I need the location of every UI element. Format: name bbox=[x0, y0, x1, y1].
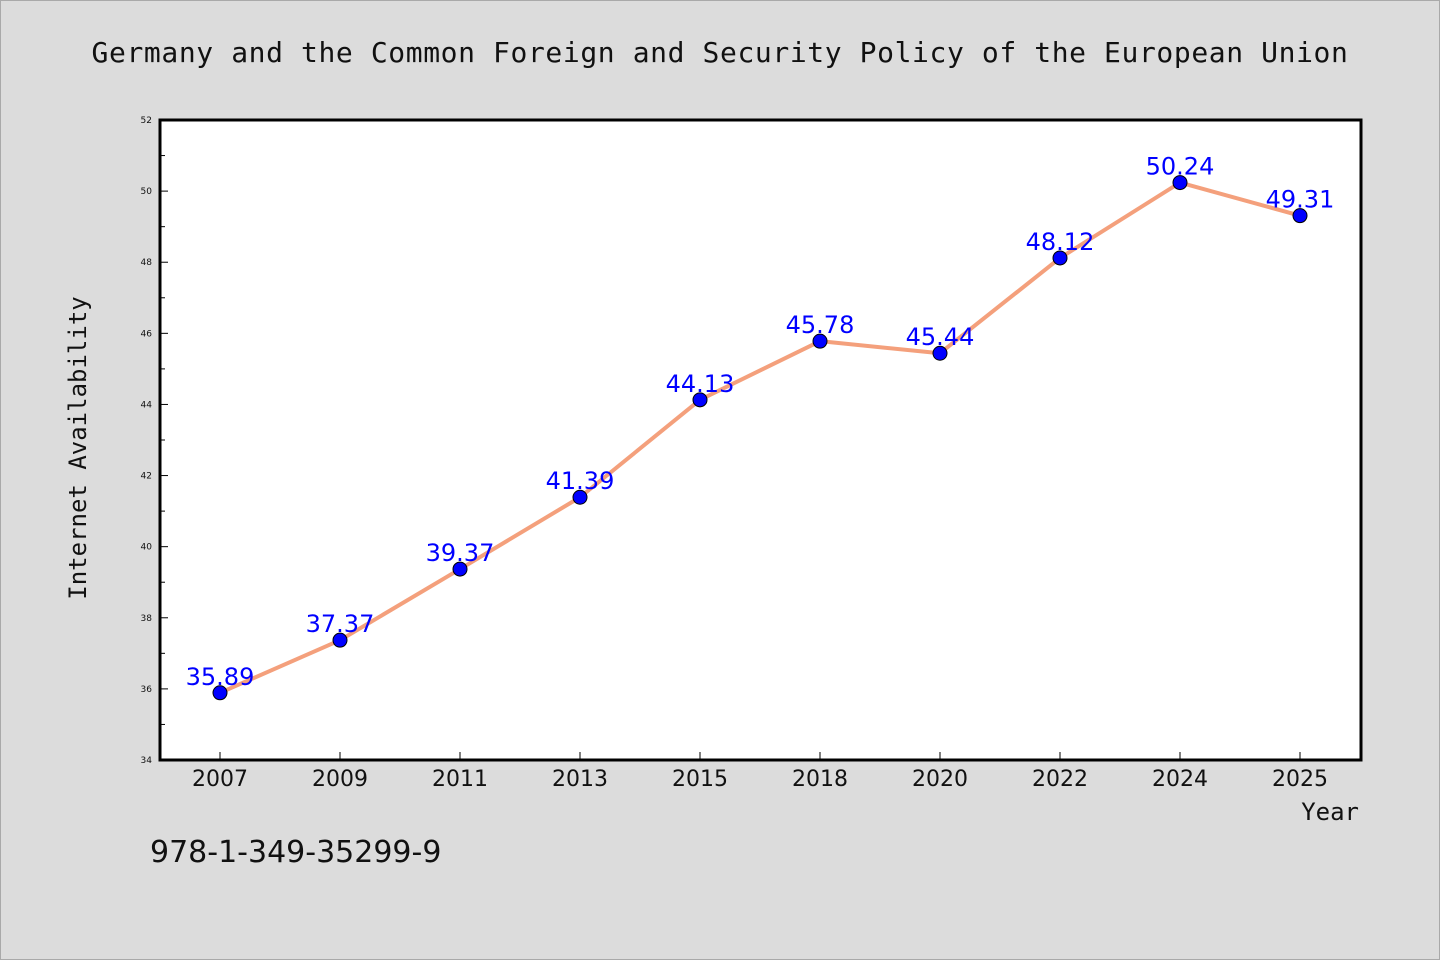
y-tick-label: 52 bbox=[141, 116, 152, 126]
data-label: 35.89 bbox=[186, 663, 255, 691]
x-tick-label: 2011 bbox=[432, 767, 488, 792]
x-tick-label: 2007 bbox=[192, 767, 248, 792]
x-tick-label: 2015 bbox=[672, 767, 728, 792]
data-point-marker bbox=[1292, 208, 1308, 224]
data-label: 37.37 bbox=[306, 610, 375, 638]
data-point-marker bbox=[212, 685, 228, 701]
data-point-marker bbox=[452, 561, 468, 577]
data-label: 44.13 bbox=[666, 370, 735, 398]
y-tick-label: 36 bbox=[141, 685, 153, 695]
data-point-marker bbox=[1172, 175, 1188, 191]
y-tick-label: 50 bbox=[141, 187, 153, 197]
data-label: 39.37 bbox=[426, 539, 495, 567]
footer-code: 978-1-349-35299-9 bbox=[150, 835, 442, 870]
data-point-marker bbox=[1052, 250, 1068, 266]
x-tick-label: 2018 bbox=[792, 767, 848, 792]
data-label: 45.44 bbox=[906, 323, 975, 351]
data-point-marker bbox=[572, 489, 588, 505]
y-tick-label: 46 bbox=[141, 329, 153, 339]
plot-area bbox=[158, 118, 1363, 762]
data-label: 41.39 bbox=[546, 467, 615, 495]
data-point-marker bbox=[692, 392, 708, 408]
x-tick-label: 2009 bbox=[312, 767, 368, 792]
series-line bbox=[218, 180, 1302, 695]
x-tick-label: 2013 bbox=[552, 767, 608, 792]
series-group: 35.89 37.37 39.37 41.39 44.13 45.78 45.44 48.12… bbox=[186, 153, 1335, 701]
data-point-marker bbox=[332, 632, 348, 648]
x-axis-label: Year bbox=[1301, 798, 1359, 826]
x-tick-label: 2020 bbox=[912, 767, 968, 792]
data-label: 45.78 bbox=[786, 311, 855, 339]
x-tick-label: 2022 bbox=[1032, 767, 1088, 792]
y-tick-label: 44 bbox=[141, 400, 153, 410]
y-tick-label: 40 bbox=[141, 543, 153, 553]
x-tick-label: 2025 bbox=[1272, 767, 1328, 792]
x-axis: 2007 2009 2011 2013 2015 2018 2020 2022 2024 2025 bbox=[192, 752, 1328, 792]
x-tick-label: 2024 bbox=[1152, 767, 1208, 792]
y-axis-label: Internet Availability bbox=[64, 296, 92, 599]
y-tick-label: 48 bbox=[141, 258, 153, 268]
y-tick-label: 42 bbox=[141, 472, 152, 482]
data-point-marker bbox=[812, 333, 828, 349]
data-label: 50.24 bbox=[1146, 153, 1215, 181]
y-axis: 34 36 38 40 42 44 46 48 50 52 bbox=[141, 116, 168, 766]
chart-title: Germany and the Common Foreign and Secur… bbox=[91, 36, 1349, 69]
y-tick-label: 38 bbox=[141, 614, 153, 624]
data-label: 48.12 bbox=[1026, 228, 1095, 256]
y-tick-label: 34 bbox=[141, 756, 153, 766]
data-point-marker bbox=[932, 345, 948, 361]
data-label: 49.31 bbox=[1266, 186, 1335, 214]
